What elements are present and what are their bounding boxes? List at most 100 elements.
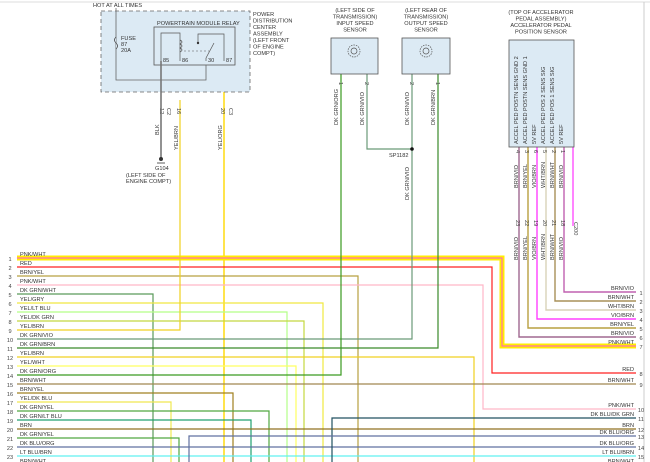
yel-org-wire-label: YEL/ORG — [218, 125, 224, 150]
pnk-wht-stripe — [17, 257, 636, 347]
label-line: PEDAL ASSEMBLY) — [516, 17, 567, 23]
left-pin-number: 18 — [7, 410, 13, 416]
right-pin-number: 1 — [639, 291, 642, 297]
left-wire-label: YEL/BRN — [20, 324, 44, 330]
app-bottom-pin: 23 — [514, 220, 520, 226]
right-wire-label: DK BLU/ORG — [599, 430, 634, 436]
right-wire-label: BRN/VIO — [611, 286, 635, 292]
right-wire-label: PNK/WHT — [608, 340, 634, 346]
left-wire-label: YEL/WHT — [20, 360, 45, 366]
app-circuit-label: ACCEL PED POS 2 SENS SIG — [541, 66, 547, 144]
left-pin-number: 5 — [8, 293, 11, 299]
app-bottom-pin: 20 — [541, 220, 547, 226]
dk-blu-dk-grn-wire — [331, 417, 636, 462]
left-pin-number: 23 — [7, 455, 13, 461]
label-line: TRANSMISSION) — [404, 15, 449, 21]
app-sensor-box — [508, 39, 575, 148]
relay-contacts — [160, 32, 225, 61]
gear-icon — [347, 44, 361, 58]
left-wire-label: DK BLU/ORG — [20, 441, 55, 447]
wire-yel-dk-blu — [17, 401, 172, 462]
left-pin-number: 4 — [8, 284, 11, 290]
left-pin-number: 15 — [7, 383, 13, 389]
left-wire-label: YEL/BRN — [20, 351, 44, 357]
app-top-pin: 3 — [523, 150, 529, 153]
relay-pin-30: 30 — [208, 58, 214, 64]
app-wire-label-lower: VIO/BRN — [532, 237, 538, 260]
left-wire-label: RED — [20, 261, 32, 267]
right-pin-number: 4 — [639, 318, 642, 324]
right-pin-number: 8 — [639, 372, 642, 378]
input-sensor-box — [330, 37, 379, 75]
wire-dk-grn-wht — [17, 293, 154, 462]
wire-yel-brn — [17, 356, 475, 462]
right-wire-label: BRN/WHT — [608, 378, 635, 384]
right-wire-label: VIO/BRN — [611, 313, 634, 319]
app-connector-label: C200 — [572, 222, 578, 235]
app-wire-label: VIO/BRN — [532, 165, 538, 188]
app-top-pin: 6 — [532, 150, 538, 153]
connector-c3: C3 — [227, 108, 233, 115]
relay-box — [153, 26, 236, 66]
connector-rows: 1 PNK/WHT 2 RED 3 BRN/YEL 4 PNK/WHT 5 DK GRN/WHT 6… — [7, 252, 644, 462]
power-distribution-center: HOT AT ALL TIMES POWERDISTRIBUTIONCENTER… — [93, 3, 292, 185]
left-wire-label: DK GRN/BRN — [20, 342, 55, 348]
left-pin-number: 8 — [8, 320, 11, 326]
left-pin-number: 21 — [7, 437, 13, 443]
right-wire-label: DK BLU/DK GRN — [590, 412, 634, 418]
relay-pin-87: 87 — [226, 58, 232, 64]
right-pin-number: 12 — [638, 428, 644, 434]
wire-dk-grn-vio — [17, 149, 413, 340]
left-pin-number: 13 — [7, 365, 13, 371]
app-bottom-pin: 22 — [523, 220, 529, 226]
relay-pin-85: 85 — [163, 58, 169, 64]
output-wire-1-label: DK GRN/BRN — [431, 90, 437, 125]
left-wire-label: DK GRN/ORG — [20, 369, 56, 375]
left-pin-number: 17 — [7, 401, 13, 407]
left-pin-number: 16 — [7, 392, 13, 398]
pnk-wht-thick-wire — [17, 255, 636, 349]
app-wire-label: BRN/WHT — [550, 161, 556, 188]
app-wire — [536, 147, 636, 320]
wire-yel-wht — [17, 365, 297, 462]
label-line: ACCELERATOR PEDAL — [510, 23, 571, 29]
right-pin-number: 2 — [639, 300, 642, 306]
dk-blu-org-wire — [188, 435, 636, 462]
wire-pnk-wht — [17, 284, 636, 410]
right-pin-number: 15 — [638, 455, 644, 461]
right-wire-label: BRN — [622, 423, 634, 429]
input-wire-1-label: DK GRN/ORG — [334, 89, 340, 125]
app-wire — [554, 147, 636, 302]
relay-pin-86: 86 — [182, 58, 188, 64]
label-line: INPUT SPEED — [336, 21, 373, 27]
right-pin-number: 5 — [639, 327, 642, 333]
right-pin-number: 13 — [638, 435, 644, 441]
app-wire-label: WHT/BRN — [541, 162, 547, 188]
label-line: DISTRIBUTION — [253, 19, 292, 25]
app-wire-label-lower: BRN/YEL — [523, 236, 529, 260]
right-wire-label: WHT/BRN — [608, 304, 634, 310]
wire-red — [17, 266, 636, 374]
right-pin-number: 7 — [639, 345, 642, 351]
app-circuit-label: ACCEL PED POSTN SENS GND 2 — [514, 56, 520, 144]
label-line: (LEFT REAR OF — [405, 8, 447, 14]
left-wire-label: YEL/DK GRN — [20, 315, 54, 321]
app-wire — [527, 147, 636, 329]
left-pin-number: 10 — [7, 338, 13, 344]
left-pin-number: 20 — [7, 428, 13, 434]
label-line: OF ENGINE — [253, 45, 284, 51]
left-wire-label: YEL/DK BLU — [20, 396, 52, 402]
left-wire-label: YEL/GRY — [20, 297, 44, 303]
wire-dk-grn-org — [17, 74, 342, 376]
right-pin-number: 3 — [639, 309, 642, 315]
splice-label: SP1182 — [389, 153, 409, 159]
left-pin-number: 7 — [8, 311, 11, 317]
app-wire-label: BRN/VIO — [514, 164, 520, 188]
left-wire-label: YEL/LT BLU — [20, 306, 51, 312]
output-wire-2-label: DK GRN/VIO — [405, 91, 411, 125]
app-top-pin: 2 — [550, 150, 556, 153]
left-wire-label: DK GRN/YEL — [20, 405, 54, 411]
